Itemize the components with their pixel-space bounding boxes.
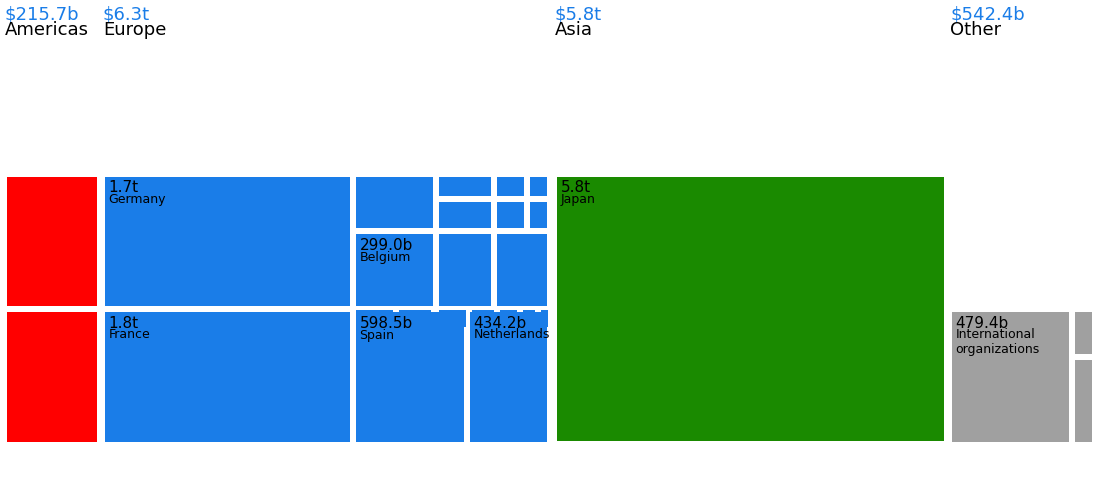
- Bar: [523, 309, 535, 326]
- Text: International
organizations: International organizations: [955, 328, 1040, 356]
- Text: Asia: Asia: [555, 21, 593, 39]
- Text: $5.8t: $5.8t: [555, 5, 602, 23]
- Text: 479.4b: 479.4b: [955, 315, 1009, 330]
- Bar: [355, 234, 432, 305]
- Text: 1.8t: 1.8t: [108, 315, 139, 330]
- Text: $6.3t: $6.3t: [103, 5, 150, 23]
- Text: Netherlands: Netherlands: [474, 328, 550, 341]
- Bar: [529, 177, 546, 196]
- Text: 5.8t: 5.8t: [561, 181, 591, 196]
- Bar: [529, 202, 546, 228]
- Bar: [1075, 359, 1091, 442]
- Bar: [355, 177, 432, 228]
- Bar: [499, 309, 516, 326]
- Bar: [952, 311, 1069, 442]
- Bar: [541, 309, 547, 326]
- Bar: [496, 202, 524, 228]
- Text: $215.7b: $215.7b: [4, 5, 79, 23]
- Text: Germany: Germany: [108, 194, 166, 207]
- Bar: [355, 309, 392, 326]
- Bar: [469, 311, 546, 442]
- Text: Belgium: Belgium: [360, 250, 411, 263]
- Bar: [556, 177, 944, 442]
- Bar: [355, 311, 464, 442]
- Text: Spain: Spain: [360, 328, 394, 341]
- Bar: [1075, 311, 1091, 353]
- Bar: [439, 234, 490, 305]
- Bar: [496, 234, 546, 305]
- Bar: [105, 177, 350, 305]
- Text: 598.5b: 598.5b: [360, 315, 413, 330]
- Bar: [496, 177, 524, 196]
- Bar: [439, 309, 466, 326]
- Text: 299.0b: 299.0b: [360, 238, 413, 252]
- Text: 1.7t: 1.7t: [108, 181, 139, 196]
- Text: $542.4b: $542.4b: [949, 5, 1024, 23]
- Bar: [7, 177, 96, 305]
- Text: Americas: Americas: [4, 21, 89, 39]
- Bar: [471, 309, 494, 326]
- Bar: [399, 309, 430, 326]
- Text: Other: Other: [949, 21, 1001, 39]
- Bar: [105, 311, 350, 442]
- Text: Japan: Japan: [561, 194, 595, 207]
- Bar: [7, 311, 96, 442]
- Bar: [439, 202, 490, 228]
- Text: Europe: Europe: [103, 21, 166, 39]
- Text: 434.2b: 434.2b: [474, 315, 527, 330]
- Bar: [439, 177, 490, 196]
- Text: France: France: [108, 328, 151, 341]
